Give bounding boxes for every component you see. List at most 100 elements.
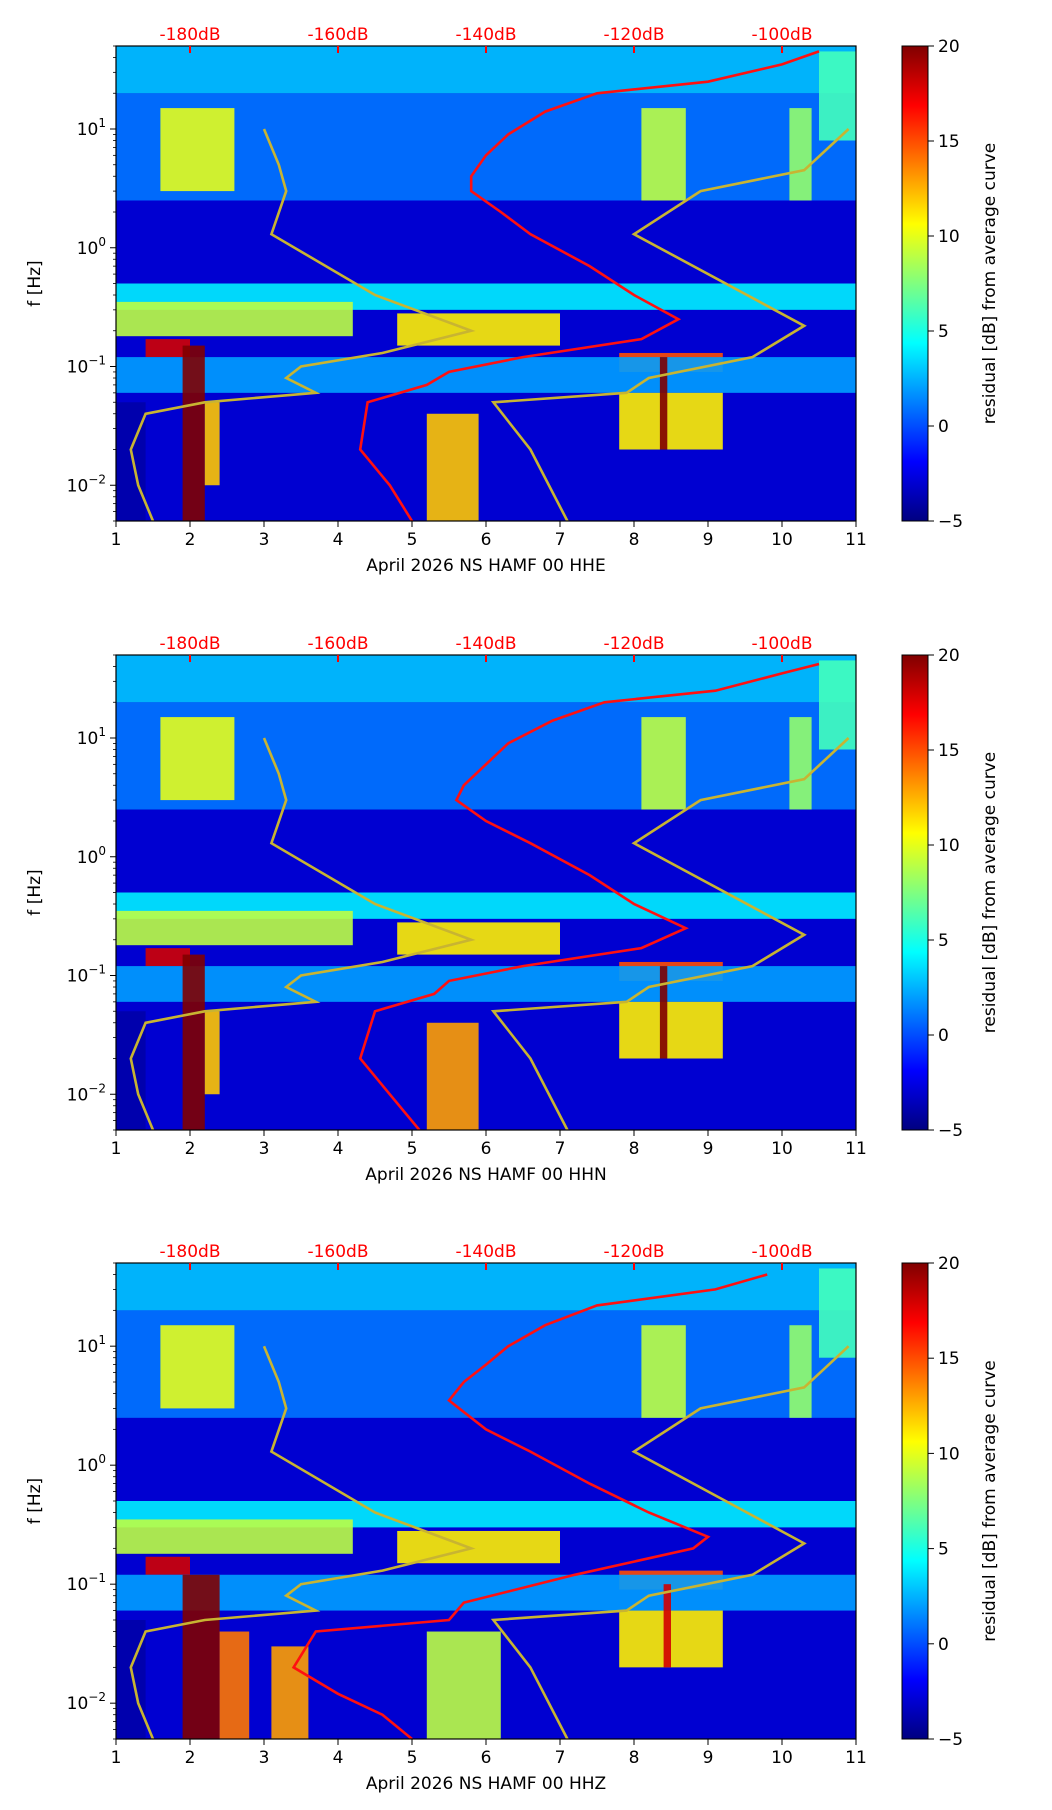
heatmap-band <box>659 966 668 1059</box>
x-tick-label: 2 <box>185 530 196 550</box>
colorbar-label: residual [dB] from average curve <box>980 1360 1000 1641</box>
heatmap-band <box>116 357 856 393</box>
colorbar-tick-label: −5 <box>938 1730 963 1750</box>
y-tick-label: 100 <box>77 1452 106 1476</box>
x-tick-label: 4 <box>333 530 344 550</box>
x-tick-label: 3 <box>259 1748 270 1768</box>
heatmap-band <box>116 46 856 94</box>
y-tick-label: 101 <box>77 116 106 140</box>
colorbar-3: −5 0 5 10 15 20 residual [dB] from average cur… <box>901 1254 1000 1750</box>
heatmap-band <box>271 1646 309 1739</box>
heatmap-band <box>789 717 812 810</box>
colorbar-2: −5 0 5 10 15 20 residual [dB] from average cur… <box>901 646 1000 1141</box>
heatmap-band <box>116 1620 146 1739</box>
heatmap-band <box>204 402 220 486</box>
colorbar-tick-label: 20 <box>938 1254 960 1274</box>
heatmap-band <box>819 1268 856 1358</box>
top-db-label: -180dB <box>159 25 220 45</box>
average-psd-curve <box>358 50 820 521</box>
colorbar-tick-label: 5 <box>938 931 949 951</box>
x-tick-label: 8 <box>629 530 640 550</box>
heatmap-band <box>116 1574 856 1611</box>
colorbar-tick-label: 10 <box>938 1444 960 1464</box>
x-tick-label: 6 <box>481 1139 492 1159</box>
noise-model-curve <box>129 737 476 1130</box>
top-db-label: -120dB <box>603 634 664 654</box>
x-tick-label: 7 <box>555 1139 566 1159</box>
y-tick-label: 10−1 <box>67 354 106 378</box>
heatmap-band <box>116 655 856 703</box>
x-tick-label: 11 <box>845 530 867 550</box>
x-tick-label: 1 <box>111 530 122 550</box>
heatmap-band <box>663 1584 671 1668</box>
heatmap-band <box>641 717 686 810</box>
heatmap-band <box>116 301 353 337</box>
heatmap-band <box>204 1011 220 1095</box>
colorbar-tick-label: 0 <box>938 1026 949 1046</box>
colorbar-tick-label: 10 <box>938 227 960 247</box>
noise-model-curve <box>490 1345 850 1739</box>
noise-model-curve <box>129 128 476 521</box>
top-db-label: -180dB <box>159 1242 220 1262</box>
colorbar-tick-label: 0 <box>938 1635 949 1655</box>
colorbar-tick-label: 10 <box>938 836 960 856</box>
x-tick-label: 3 <box>259 1139 270 1159</box>
heatmap-band <box>116 93 856 201</box>
x-tick-label: 10 <box>771 530 793 550</box>
heatmap-band <box>160 108 235 192</box>
x-tick-label: 1 <box>111 1139 122 1159</box>
average-psd-curve <box>358 662 820 1130</box>
x-tick-label: 9 <box>703 530 714 550</box>
heatmap-band <box>819 51 856 141</box>
average-psd-curve <box>291 1273 768 1739</box>
heatmap-band <box>116 1519 353 1554</box>
y-tick-label: 10−1 <box>67 1571 106 1595</box>
x-axis-label: April 2026 NS HAMF 00 HHN <box>365 1165 606 1185</box>
heatmap-band <box>426 1631 501 1739</box>
heatmap-band <box>182 954 205 1130</box>
heatmap-band <box>145 1556 190 1575</box>
colorbar-gradient <box>901 1262 929 1740</box>
x-tick-label: 11 <box>845 1139 867 1159</box>
y-tick-label: 100 <box>77 844 106 868</box>
y-tick-label: 10−2 <box>67 1690 106 1714</box>
x-tick-label: 5 <box>407 1748 418 1768</box>
heatmap-band <box>160 717 235 801</box>
y-axis-label: f [Hz] <box>25 869 45 915</box>
top-db-label: -120dB <box>603 25 664 45</box>
y-tick-label: 101 <box>77 725 106 749</box>
x-tick-label: 2 <box>185 1139 196 1159</box>
top-db-label: -100dB <box>751 634 812 654</box>
colorbar-tick-label: 20 <box>938 37 960 57</box>
top-db-label: -140dB <box>455 634 516 654</box>
top-db-label: -160dB <box>307 1242 368 1262</box>
x-tick-label: 4 <box>333 1139 344 1159</box>
y-tick-label: 10−2 <box>67 1081 106 1105</box>
colorbar-tick-label: 5 <box>938 1540 949 1560</box>
top-db-label: -160dB <box>307 25 368 45</box>
x-tick-label: 10 <box>771 1139 793 1159</box>
x-tick-label: 8 <box>629 1139 640 1159</box>
y-tick-label: 101 <box>77 1333 106 1357</box>
colorbar-tick-label: 5 <box>938 322 949 342</box>
x-tick-label: 7 <box>555 1748 566 1768</box>
heatmap-band <box>116 966 856 1002</box>
heatmap-band <box>219 1631 250 1739</box>
heatmap-band <box>619 392 723 450</box>
heatmap-band <box>145 948 190 967</box>
x-axis-label: April 2026 NS HAMF 00 HHZ <box>366 1774 606 1794</box>
x-tick-label: 3 <box>259 530 270 550</box>
top-db-label: -100dB <box>751 1242 812 1262</box>
heatmap-band <box>397 1530 560 1564</box>
colorbar-gradient <box>901 45 929 522</box>
heatmap-band <box>397 313 560 346</box>
colorbar-label: residual [dB] from average curve <box>980 143 1000 424</box>
heatmap-band <box>182 1574 220 1739</box>
spectrogram-panel-3: 1 2 3 4 5 6 7 8 9 10 11 April 2026 NS HAMF 00 HHZ 10… <box>25 1242 867 1794</box>
heatmap-band <box>160 1325 235 1409</box>
x-tick-label: 7 <box>555 530 566 550</box>
top-db-label: -140dB <box>455 1242 516 1262</box>
top-db-label: -140dB <box>455 25 516 45</box>
